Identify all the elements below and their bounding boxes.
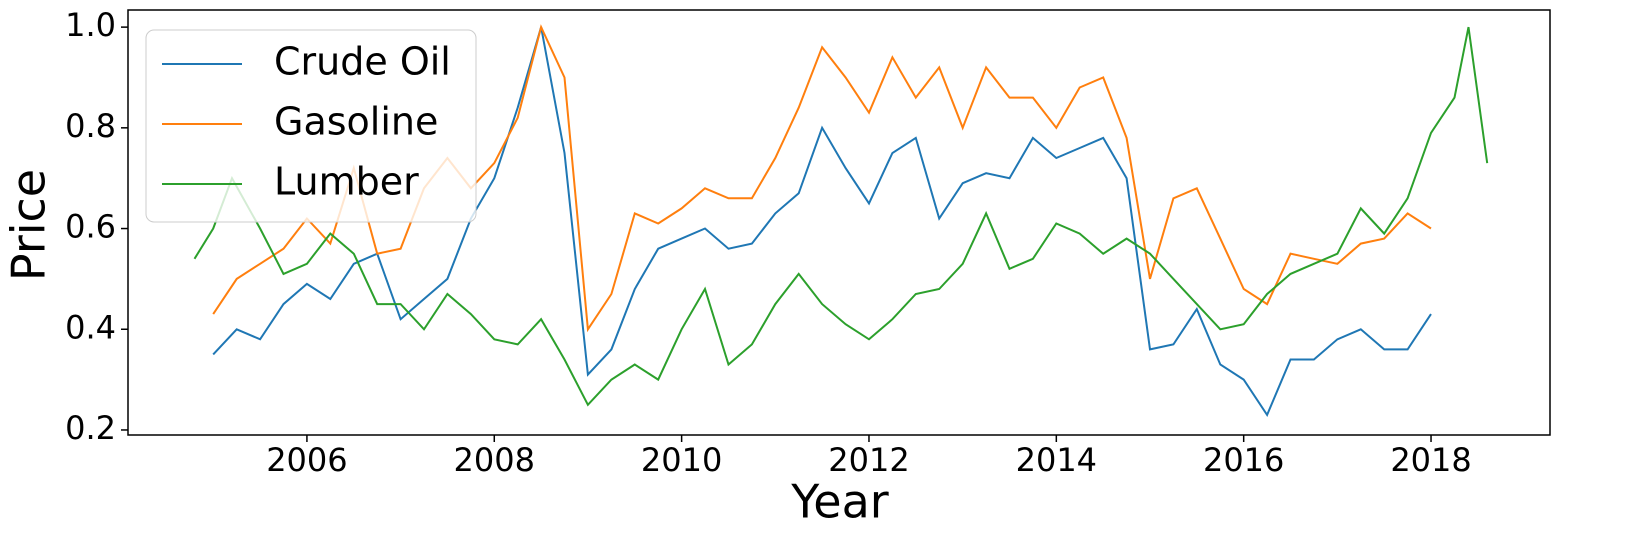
plot-frame	[127, 9, 1551, 436]
legend-box	[145, 29, 477, 223]
x-tick-label: 2008	[454, 441, 535, 479]
x-axis-label: Year	[790, 475, 888, 529]
x-tick-label: 2006	[266, 441, 347, 479]
x-tick-label: 2016	[1203, 441, 1284, 479]
y-axis-label: Price	[2, 169, 56, 281]
x-tick-label: 2018	[1390, 441, 1471, 479]
x-tick-label: 2010	[641, 441, 722, 479]
legend-label: Gasoline	[274, 100, 438, 144]
y-tick-label: 0.6	[65, 208, 116, 246]
y-tick-label: 1.0	[65, 6, 116, 44]
y-tick-label: 0.2	[65, 409, 116, 447]
x-tick-label: 2012	[828, 441, 909, 479]
legend: Crude Oil Gasoline Lumber	[145, 29, 477, 223]
legend-label: Lumber	[274, 160, 419, 204]
series-line	[212, 26, 1432, 418]
legend-label: Crude Oil	[274, 40, 451, 84]
series-line	[193, 26, 1489, 407]
y-tick-label: 0.8	[65, 107, 116, 145]
x-tick-label: 2014	[1016, 441, 1097, 479]
y-tick-label: 0.4	[65, 308, 116, 346]
